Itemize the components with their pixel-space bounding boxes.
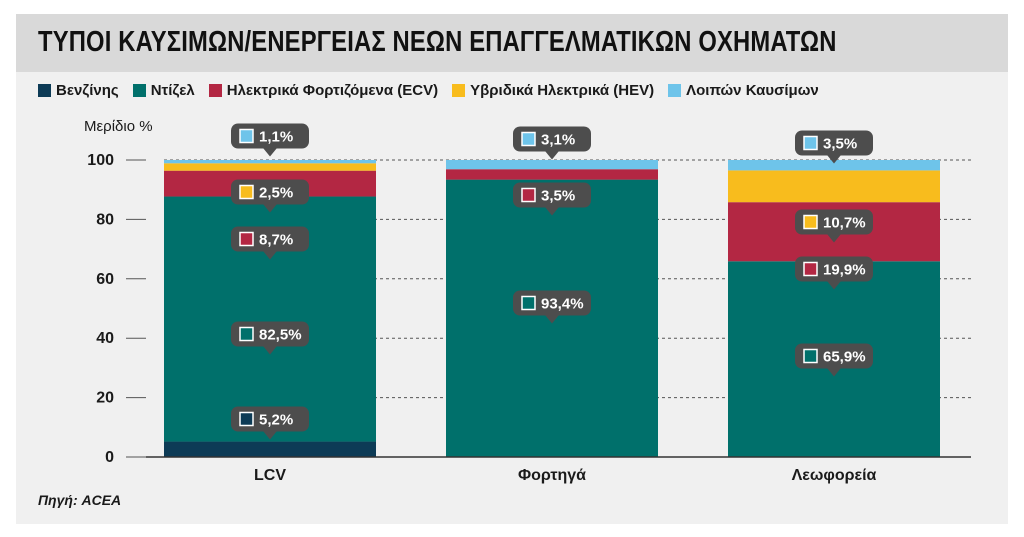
- legend-label: Υβριδικά Ηλεκτρικά (HEV): [470, 82, 655, 99]
- data-label-swatch: [239, 411, 254, 427]
- y-tick-label: 80: [96, 211, 114, 228]
- legend-swatch: [38, 84, 51, 97]
- data-label: 82,5%: [231, 321, 309, 355]
- legend-item-1: Ντίζελ: [132, 82, 195, 99]
- data-label-swatch: [803, 261, 818, 277]
- data-label-swatch: [521, 131, 536, 147]
- data-label: 5,2%: [231, 406, 309, 440]
- y-axis-label: Μερίδιο %: [84, 118, 153, 135]
- legend-swatch: [668, 84, 682, 97]
- data-label-pointer: [263, 251, 277, 260]
- data-label: 65,9%: [795, 343, 873, 377]
- legend-swatch: [208, 84, 222, 97]
- data-label-pointer: [827, 155, 841, 164]
- data-label-swatch: [803, 348, 818, 364]
- data-label-pointer: [827, 234, 841, 243]
- bar-segment: [728, 170, 940, 203]
- source-note: Πηγή: ACEA: [38, 492, 122, 508]
- bar-segment: [446, 169, 658, 180]
- x-tick-label: Φορτηγά: [518, 467, 586, 484]
- data-label-text: 3,5%: [823, 136, 857, 153]
- bar-segment: [446, 160, 658, 170]
- legend-item-2: Ηλεκτρικά Φορτιζόμενα (ECV): [208, 82, 439, 99]
- legend-label: Ηλεκτρικά Φορτιζόμενα (ECV): [226, 82, 439, 99]
- data-label-text: 3,5%: [541, 188, 575, 205]
- data-label-text: 5,2%: [259, 412, 293, 429]
- title-band: ΤΥΠΟΙ ΚΑΥΣΙΜΩΝ/ΕΝΕΡΓΕΙΑΣ ΝΕΩΝ ΕΠΑΓΓΕΛΜΑΤ…: [16, 14, 1008, 72]
- data-label-pointer: [263, 346, 277, 355]
- data-label-swatch: [239, 184, 254, 200]
- data-label-swatch: [803, 214, 818, 230]
- data-label-text: 82,5%: [259, 327, 302, 344]
- data-label: 8,7%: [231, 226, 309, 260]
- data-label-text: 2,5%: [259, 185, 293, 202]
- data-label-pointer: [827, 281, 841, 290]
- data-label-text: 10,7%: [823, 215, 866, 232]
- data-label-pointer: [263, 431, 277, 440]
- y-tick-label: 100: [87, 152, 114, 169]
- data-label-text: 19,9%: [823, 262, 866, 279]
- data-label-swatch: [239, 326, 254, 342]
- data-label-swatch: [239, 128, 254, 144]
- data-label: 3,5%: [795, 130, 873, 164]
- data-label: 19,9%: [795, 256, 873, 290]
- data-label-pointer: [827, 368, 841, 377]
- chart-frame: ΤΥΠΟΙ ΚΑΥΣΙΜΩΝ/ΕΝΕΡΓΕΙΑΣ ΝΕΩΝ ΕΠΑΓΓΕΛΜΑΤ…: [16, 14, 1008, 524]
- y-tick-label: 0: [105, 449, 114, 466]
- legend-label: Ντίζελ: [150, 82, 195, 99]
- legend: Βενζίνης Ντίζελ Ηλεκτρικά Φορτιζόμενα (ECV…: [38, 82, 833, 99]
- data-label-pointer: [545, 207, 559, 216]
- data-label-text: 93,4%: [541, 296, 584, 313]
- data-label-pointer: [263, 148, 277, 157]
- data-label-text: 65,9%: [823, 349, 866, 366]
- data-label: 10,7%: [795, 209, 873, 243]
- data-label-swatch: [803, 135, 818, 151]
- data-label-text: 3,1%: [541, 132, 575, 149]
- data-label-text: 1,1%: [259, 129, 293, 146]
- data-label-text: 8,7%: [259, 232, 293, 249]
- bar-segment: [164, 441, 376, 457]
- data-label: 3,5%: [513, 182, 591, 216]
- legend-swatch: [132, 84, 146, 97]
- legend-swatch: [452, 84, 466, 97]
- data-label-swatch: [521, 295, 536, 311]
- y-tick-label: 60: [96, 271, 114, 288]
- x-tick-label: Λεωφορεία: [792, 467, 877, 484]
- y-tick-label: 40: [96, 330, 114, 347]
- legend-label: Λοιπών Καυσίμων: [686, 82, 819, 99]
- legend-item-3: Υβριδικά Ηλεκτρικά (HEV): [452, 82, 654, 99]
- data-label: 2,5%: [231, 179, 309, 213]
- data-label-swatch: [521, 187, 536, 203]
- bar-segment: [164, 160, 376, 164]
- bar-segment: [728, 160, 940, 171]
- bar-segment: [164, 163, 376, 171]
- data-label: 1,1%: [231, 123, 309, 157]
- legend-item-0: Βενζίνης: [38, 82, 119, 99]
- legend-label: Βενζίνης: [56, 82, 119, 99]
- data-label: 93,4%: [513, 290, 591, 324]
- data-label-pointer: [545, 151, 559, 160]
- legend-item-4: Λοιπών Καυσίμων: [668, 82, 819, 99]
- data-label-pointer: [263, 204, 277, 213]
- x-tick-label: LCV: [254, 467, 286, 484]
- y-tick-label: 20: [96, 390, 114, 407]
- data-label: 3,1%: [513, 126, 591, 160]
- stacked-bar-chart: Μερίδιο % 0 20 40 60 80 100 LCV Φορτηγά Λεωφορεία…: [84, 118, 971, 484]
- data-label-swatch: [239, 231, 254, 247]
- chart-title: ΤΥΠΟΙ ΚΑΥΣΙΜΩΝ/ΕΝΕΡΓΕΙΑΣ ΝΕΩΝ ΕΠΑΓΓΕΛΜΑΤ…: [38, 26, 837, 58]
- data-label-pointer: [545, 315, 559, 324]
